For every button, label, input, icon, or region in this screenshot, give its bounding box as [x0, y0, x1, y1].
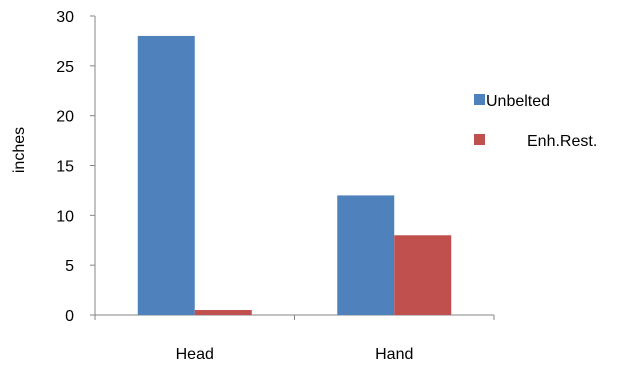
x-tick-label: Head [176, 346, 214, 363]
legend-entry: Unbelted [486, 93, 550, 110]
legend: Unbelted Enh.Rest. [474, 93, 597, 150]
bar-enh-rest--hand [394, 235, 452, 315]
y-tick-label: 15 [56, 159, 74, 176]
y-tick-label: 20 [56, 109, 74, 126]
bar-enh-rest--head [194, 310, 252, 315]
legend-swatch [474, 94, 485, 105]
y-tick-label: 0 [65, 308, 74, 325]
y-tick-label: 25 [56, 59, 74, 76]
y-tick-label: 30 [56, 9, 74, 26]
y-tick-label: 5 [65, 258, 74, 275]
bar-unbelted-head [137, 35, 195, 315]
bars [137, 35, 452, 315]
legend-swatch [474, 134, 485, 145]
y-tick-label: 10 [56, 208, 74, 225]
tick-labels: 0 5 10 15 20 25 30 Head Hand [56, 9, 413, 363]
bar-unbelted-hand [337, 195, 395, 315]
x-tick-label: Hand [375, 346, 413, 363]
legend-entry: Enh.Rest. [527, 133, 597, 150]
y-axis-label: inches [11, 127, 28, 173]
